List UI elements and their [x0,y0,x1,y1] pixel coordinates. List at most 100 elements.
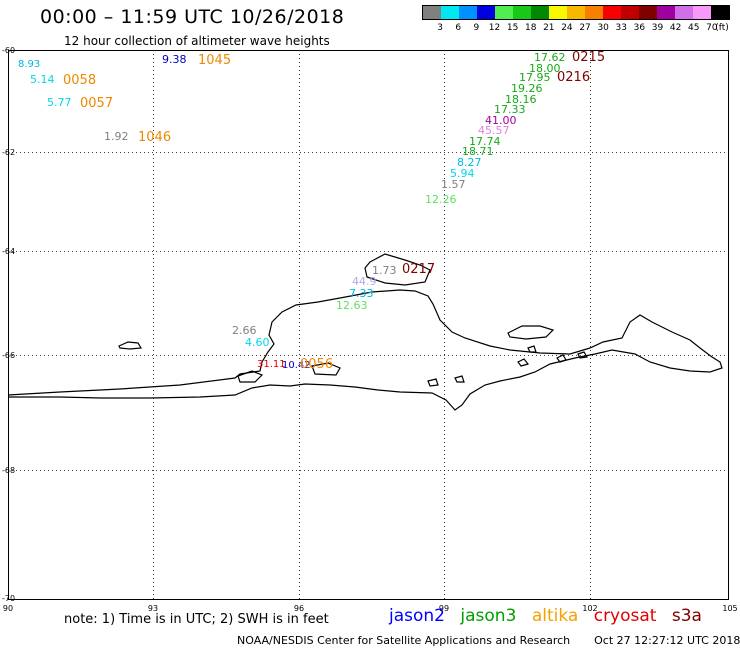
credit-timestamp: Oct 27 12:27:12 UTC 2018 [594,634,740,647]
color-scale-swatch [621,6,639,19]
wave-height-label: 45.57 [478,124,510,137]
color-scale-label: 39 [651,23,664,33]
latitude-label: -62 [2,148,15,157]
islet-4 [427,378,439,387]
wave-height-label: 0217 [402,262,435,277]
latitude-label: -70 [2,594,15,603]
color-scale-swatch [657,6,675,19]
credit-text: NOAA/NESDIS Center for Satellite Applica… [237,634,571,647]
wave-height-label: 8.93 [18,59,40,70]
color-scale-label: 24 [561,23,573,33]
longitude-labels: 90 93 96 99 102 105 [3,604,738,613]
wave-height-label: 1.92 [104,130,129,143]
color-scale-label: 36 [633,23,646,33]
wave-height-label: 31.11 [257,359,286,370]
longitude-label: 105 [722,604,737,613]
wave-height-label: 41.00 [485,114,517,127]
color-scale-swatch [675,6,693,19]
legend-s3a: s3a [671,606,702,626]
map-grid [8,50,728,599]
map-frame [8,50,729,600]
wave-height-label: 0215 [572,50,605,65]
legend-cryosat: cryosat [593,606,657,626]
island-west [118,341,143,350]
color-scale-swatch [477,6,495,19]
latitude-label: -66 [2,351,15,360]
color-scale-bar [422,5,730,20]
color-scale-swatch [423,6,441,19]
wave-height-label: 4.60 [245,336,270,349]
color-scale-label: 12 [488,23,501,33]
latitude-label: -64 [2,247,15,256]
wave-height-label: 12.63 [336,299,368,312]
color-scale-label: 42 [669,23,682,33]
island-small-1 [311,362,341,376]
wave-height-label: 5.94 [450,167,475,180]
longitude-label: 90 [3,604,13,613]
page-title: 00:00 – 11:59 UTC 10/26/2018 [40,6,345,28]
longitude-label: 93 [148,604,158,613]
color-scale-legend: 3 6 9 12 15 18 21 24 27 30 33 36 39 42 45 70 (ft) [422,5,730,37]
wave-height-label: 17.74 [469,135,501,148]
color-scale-swatch [711,6,729,19]
legend-jason2: jason2 [389,606,445,626]
latitude-label: -68 [2,466,15,475]
wave-height-label: 19.26 [511,82,543,95]
color-scale-label: 9 [473,23,480,33]
wave-height-label: 7.33 [349,287,374,300]
color-scale-swatch [441,6,459,19]
wave-height-label: 10.42 [282,360,311,371]
wave-height-label: 0216 [557,70,590,85]
wave-height-label: 0056 [300,357,333,372]
color-scale-swatch [639,6,657,19]
wave-height-label: 17.95 [519,71,551,84]
color-scale-swatch [585,6,603,19]
islet-6 [527,345,537,353]
color-scale-label: 3 [437,23,443,33]
wave-height-label: 8.27 [457,156,482,169]
wave-height-label: 5.77 [47,96,72,109]
islet-5 [454,375,465,383]
footer-note: note: 1) Time is in UTC; 2) SWH is in fe… [64,612,329,627]
satellite-legend: jason2 jason3 altika cryosat s3a [389,606,712,626]
color-scale-swatch [567,6,585,19]
color-scale-swatch [513,6,531,19]
wave-height-label: 1046 [138,130,171,145]
wave-height-label: 0057 [80,96,113,111]
color-scale-swatch [603,6,621,19]
wave-height-label: 18.71 [462,145,494,158]
color-scale-swatch [549,6,567,19]
iceberg-block [364,253,431,286]
wave-height-label: 17.33 [494,103,526,116]
wave-height-label: 9.38 [162,53,187,66]
longitude-label: 102 [582,604,597,613]
color-scale-label: 18 [524,23,537,33]
color-scale-label: 33 [615,23,628,33]
wave-height-label: 44.9 [352,275,377,288]
credit-line: NOAA/NESDIS Center for Satellite Applica… [237,634,740,647]
island-small-2 [237,370,264,383]
wave-height-label: 2.66 [232,324,257,337]
wave-height-label: 1.73 [372,264,397,277]
wave-height-label: 18.16 [505,93,537,106]
color-scale-label: 27 [579,23,591,33]
legend-jason3: jason3 [460,606,517,626]
page-subtitle: 12 hour collection of altimeter wave hei… [64,34,330,48]
longitude-label: 96 [294,604,304,613]
color-scale-swatch [495,6,513,19]
wave-height-label: 0058 [63,73,96,88]
color-scale-label: 70 [706,23,718,33]
color-scale-label: 21 [543,23,555,33]
islet-3 [577,351,588,359]
color-scale-swatch [459,6,477,19]
wave-height-label: 5.14 [30,73,55,86]
antarctic-coastline [7,253,723,411]
wave-height-label: 1.57 [441,178,466,191]
islet-1 [517,358,530,367]
islet-2 [556,354,567,363]
wave-height-label: 18.00 [529,62,561,75]
coastline-main [7,289,723,411]
wave-height-label: 1045 [198,53,231,68]
island-shelf [507,325,555,340]
